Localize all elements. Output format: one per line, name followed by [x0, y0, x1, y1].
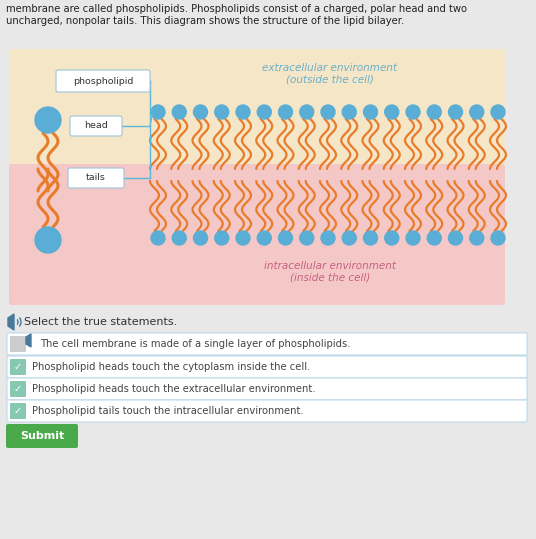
- Circle shape: [35, 227, 61, 253]
- Circle shape: [321, 231, 335, 245]
- Circle shape: [300, 231, 314, 245]
- Circle shape: [300, 105, 314, 119]
- Circle shape: [257, 105, 271, 119]
- Circle shape: [257, 231, 271, 245]
- Text: The cell membrane is made of a single layer of phospholipids.: The cell membrane is made of a single la…: [40, 339, 351, 349]
- Circle shape: [279, 231, 293, 245]
- Circle shape: [491, 105, 505, 119]
- Circle shape: [343, 231, 356, 245]
- Circle shape: [406, 105, 420, 119]
- Circle shape: [151, 231, 165, 245]
- Circle shape: [385, 105, 399, 119]
- Circle shape: [35, 107, 61, 133]
- Text: ✓: ✓: [14, 362, 22, 372]
- Circle shape: [449, 231, 463, 245]
- FancyBboxPatch shape: [10, 336, 26, 352]
- Text: Phospholipid tails touch the intracellular environment.: Phospholipid tails touch the intracellul…: [32, 406, 303, 416]
- Text: phospholipid: phospholipid: [73, 77, 133, 86]
- Circle shape: [172, 105, 186, 119]
- FancyBboxPatch shape: [9, 164, 505, 305]
- Text: membrane are called phospholipids. Phospholipids consist of a charged, polar hea: membrane are called phospholipids. Phosp…: [6, 4, 467, 14]
- Text: Submit: Submit: [20, 431, 64, 441]
- Text: ✓: ✓: [14, 406, 22, 416]
- Circle shape: [236, 231, 250, 245]
- FancyBboxPatch shape: [56, 70, 150, 92]
- Circle shape: [491, 231, 505, 245]
- Text: uncharged, nonpolar tails. This diagram shows the structure of the lipid bilayer: uncharged, nonpolar tails. This diagram …: [6, 16, 404, 26]
- FancyBboxPatch shape: [7, 333, 527, 355]
- Circle shape: [406, 231, 420, 245]
- Text: ✓: ✓: [14, 384, 22, 394]
- FancyBboxPatch shape: [7, 356, 527, 378]
- Text: Phospholipid heads touch the cytoplasm inside the cell.: Phospholipid heads touch the cytoplasm i…: [32, 362, 310, 372]
- FancyBboxPatch shape: [7, 400, 527, 422]
- Circle shape: [215, 231, 229, 245]
- Circle shape: [470, 105, 484, 119]
- Text: tails: tails: [86, 174, 106, 183]
- Circle shape: [470, 231, 484, 245]
- Text: extracellular environment
(outside the cell): extracellular environment (outside the c…: [263, 63, 398, 85]
- Circle shape: [321, 105, 335, 119]
- Circle shape: [193, 105, 207, 119]
- Circle shape: [363, 231, 377, 245]
- Text: intracellular environment
(inside the cell): intracellular environment (inside the ce…: [264, 261, 396, 283]
- Circle shape: [343, 105, 356, 119]
- FancyBboxPatch shape: [9, 49, 505, 305]
- FancyBboxPatch shape: [7, 378, 527, 400]
- FancyBboxPatch shape: [10, 381, 26, 397]
- FancyBboxPatch shape: [68, 168, 124, 188]
- FancyBboxPatch shape: [10, 359, 26, 375]
- Circle shape: [449, 105, 463, 119]
- Circle shape: [427, 231, 441, 245]
- Text: head: head: [84, 121, 108, 130]
- Circle shape: [279, 105, 293, 119]
- FancyBboxPatch shape: [10, 403, 26, 419]
- Circle shape: [363, 105, 377, 119]
- Polygon shape: [8, 314, 14, 330]
- Circle shape: [193, 231, 207, 245]
- Circle shape: [172, 231, 186, 245]
- Circle shape: [236, 105, 250, 119]
- Text: Phospholipid heads touch the extracellular environment.: Phospholipid heads touch the extracellul…: [32, 384, 316, 394]
- Text: Select the true statements.: Select the true statements.: [24, 317, 177, 327]
- Circle shape: [215, 105, 229, 119]
- Circle shape: [427, 105, 441, 119]
- Circle shape: [385, 231, 399, 245]
- FancyBboxPatch shape: [6, 424, 78, 448]
- Circle shape: [151, 105, 165, 119]
- Polygon shape: [26, 334, 31, 347]
- FancyBboxPatch shape: [70, 116, 122, 136]
